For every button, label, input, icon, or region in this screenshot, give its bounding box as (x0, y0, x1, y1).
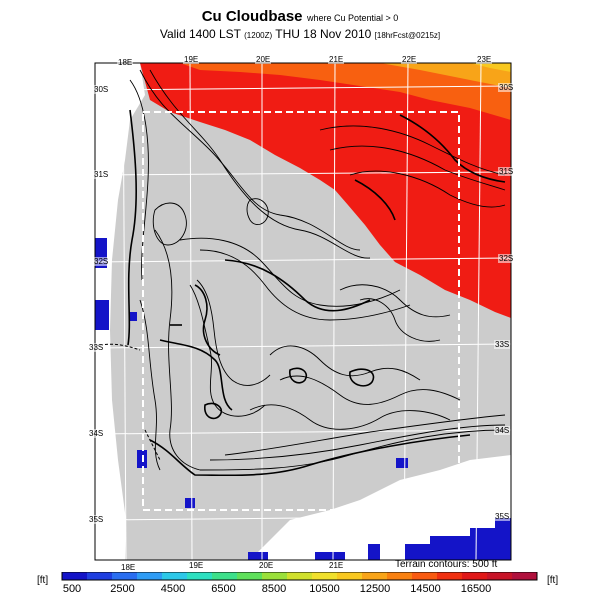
colorbar-swatch (312, 572, 338, 580)
colorbar-swatch (287, 572, 313, 580)
lat-label-left: 31S (93, 170, 110, 179)
map-frame (94, 62, 512, 561)
colorbar-swatch (62, 572, 88, 580)
lon-label-bottom: 18E (120, 563, 137, 572)
colorbar-swatch (187, 572, 213, 580)
lat-label-right: 33S (494, 340, 511, 349)
colorbar-swatch (512, 572, 538, 580)
colorbar-tick-label: 500 (62, 583, 82, 595)
colorbar-tick-label: 2500 (110, 583, 135, 595)
colorbar-swatch (487, 572, 513, 580)
subtitle-run: [18hrFcst@0215z] (374, 31, 441, 40)
map-subtitle: Valid 1400 LST (1200Z) THU 18 Nov 2010 [… (0, 27, 600, 41)
colorbar-swatch (137, 572, 163, 580)
terrain-contours (129, 69, 506, 471)
lon-label-top: 20E (255, 55, 272, 64)
low-cloudbase-patch (396, 458, 408, 468)
colorbar-unit-left: [ft] (37, 575, 49, 586)
cloudbase-top-band (470, 63, 511, 72)
lon-label-bottom: 20E (258, 561, 275, 570)
cloudbase-upper-band (380, 63, 511, 88)
lat-label-left: 32S (93, 257, 110, 266)
colorbar-swatch (462, 572, 488, 580)
lat-label-left: 33S (88, 343, 105, 352)
colorbar-swatch (437, 572, 463, 580)
low-cloudbase-patch (185, 498, 195, 508)
colorbar-tick-label: 16500 (460, 583, 492, 595)
low-cloudbase-south (315, 518, 511, 560)
lat-label-left: 34S (88, 429, 105, 438)
colorbar-frame (61, 572, 538, 581)
lat-label-right: 31S (498, 167, 515, 176)
colorbar-swatch (212, 572, 238, 580)
colorbar-swatch (337, 572, 363, 580)
subtitle-valid: Valid 1400 LST (159, 27, 241, 41)
title-note: where Cu Potential > 0 (306, 13, 399, 23)
coastline (99, 343, 161, 461)
lon-label-top: 18E (117, 58, 134, 67)
colorbar-tick-label: 4500 (160, 583, 186, 595)
cloudbase-high-region (140, 63, 511, 318)
cloudbase-mid-band (180, 63, 511, 120)
colorbar-swatch (362, 572, 388, 580)
low-cloudbase-patch (95, 300, 109, 330)
colorbar-tick-label: 14500 (410, 583, 441, 595)
lat-label-right: 30S (498, 83, 515, 92)
colorbar-swatch (237, 572, 263, 580)
lon-label-top: 19E (183, 55, 200, 64)
lon-label-bottom: 21E (328, 561, 345, 570)
colorbar-unit-right: [ft] (547, 575, 559, 586)
colorbar-tick-label: 12500 (359, 583, 391, 595)
lat-label-right: 35S (494, 512, 511, 521)
colorbar-tick-label: 10500 (309, 583, 340, 595)
subtitle-date: THU 18 Nov 2010 (275, 27, 372, 41)
colorbar (61, 572, 538, 581)
colorbar-tick-label: 8500 (261, 583, 287, 595)
terrain-contours-major (127, 109, 506, 477)
colorbar-swatch (262, 572, 288, 580)
lon-label-top: 21E (328, 55, 345, 64)
low-cloudbase-patch (129, 312, 137, 321)
colorbar-swatch (112, 572, 138, 580)
colorbar-swatch (412, 572, 438, 580)
inner-domain-boundary (142, 111, 460, 511)
lat-label-left: 35S (88, 515, 105, 524)
lat-label-left: 30S (93, 85, 110, 94)
map-title: Cu Cloudbase where Cu Potential > 0 (0, 8, 600, 26)
low-cloudbase-patch (248, 552, 268, 560)
lat-label-right: 32S (498, 254, 515, 263)
lon-label-bottom: 19E (188, 561, 205, 570)
lon-label-top: 23E (476, 55, 493, 64)
colorbar-swatch (87, 572, 113, 580)
ocean-west (95, 63, 145, 560)
title-text: Cu Cloudbase (201, 8, 303, 25)
lon-label-top: 22E (401, 55, 418, 64)
colorbar-swatch (387, 572, 413, 580)
lat-label-right: 34S (494, 426, 511, 435)
subtitle-code: (1200Z) (244, 31, 273, 40)
terrain-contours-note: Terrain contours: 500 ft (395, 559, 498, 570)
colorbar-swatch (162, 572, 188, 580)
ocean-south (250, 455, 511, 560)
lat-lon-grid (95, 63, 511, 560)
colorbar-tick-label: 6500 (211, 583, 236, 595)
